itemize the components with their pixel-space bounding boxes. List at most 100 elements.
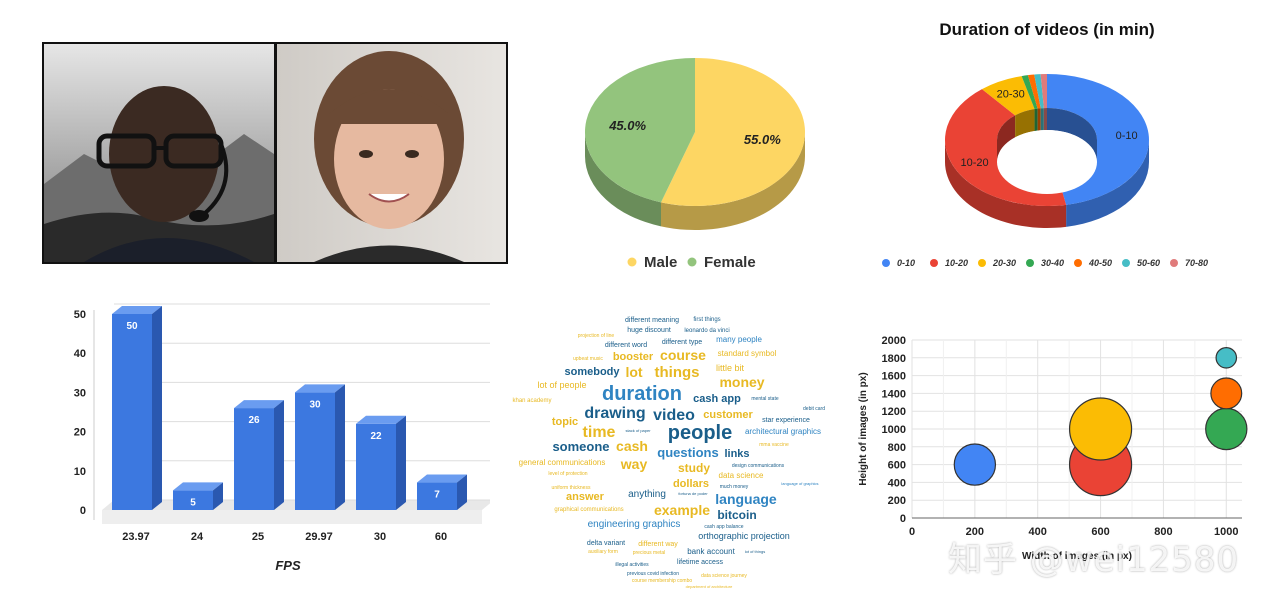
pie-slice-female [584, 58, 695, 203]
bar-top-29.97 [295, 384, 345, 393]
x-tick-label: 24 [191, 531, 204, 543]
word-cloud-word: khan academy [512, 398, 551, 404]
word-cloud-word: different meaning [625, 317, 679, 324]
legend-dot-70-80 [1170, 259, 1178, 267]
word-cloud-word: answer [566, 491, 605, 503]
word-cloud-word: study [678, 461, 710, 475]
gender-pie-chart: 55.0% 45.0% Male Female [560, 40, 830, 280]
donut-inner-10-20 [997, 115, 1016, 162]
legend-label-70-80: 70-80 [1185, 258, 1208, 268]
word-cloud: different meaning first things huge discou… [512, 312, 842, 597]
pie-slice-male [661, 58, 805, 206]
x-tick-label: 1000 [1214, 526, 1238, 538]
legend-dot-30-40 [1026, 259, 1034, 267]
x-tick-label: 200 [966, 526, 984, 538]
y-tick-label: 600 [888, 460, 906, 472]
word-cloud-word: fortuna de poder [678, 491, 708, 496]
bar-60 [417, 482, 457, 510]
y-tick-label: 1800 [882, 353, 906, 365]
word-cloud-word: first things [693, 317, 720, 323]
word-cloud-word: language of graphics [781, 481, 818, 486]
legend-label-20-30: 20-30 [992, 258, 1016, 268]
bubble-point [1068, 397, 1133, 461]
donut-slice-20-30 [981, 76, 1035, 116]
bar-top-30 [356, 415, 406, 424]
x-tick-label: 0 [909, 526, 915, 538]
bar-top-23.97 [112, 306, 162, 314]
word-cloud-word: debit card [803, 406, 825, 412]
legend-label-30-40: 30-40 [1041, 258, 1064, 268]
donut-inner-50-60 [1040, 108, 1044, 131]
word-cloud-word: anything [628, 489, 666, 500]
word-cloud-word: somebody [564, 366, 620, 378]
legend-dot-40-50 [1074, 259, 1082, 267]
watermark-text: 知乎 @wei12580 [948, 540, 1240, 580]
bar-30 [356, 423, 396, 510]
y-tick-label: 40 [74, 348, 86, 360]
legend-label-10-20: 10-20 [945, 258, 968, 268]
word-cloud-word: course [660, 347, 706, 363]
y-tick-label: 10 [74, 466, 86, 478]
y-tick-label: 800 [888, 442, 906, 454]
bar-value-label: 7 [434, 490, 440, 501]
donut-slice-30-40 [1021, 75, 1038, 110]
bar-value-label: 22 [370, 431, 382, 442]
chart-base [102, 510, 482, 524]
y-tick-label: 20 [74, 427, 86, 439]
x-axis-label: Width of images (in px) [1022, 551, 1132, 562]
legend-dot-0-10 [882, 259, 890, 267]
word-cloud-word: course membership combo [632, 578, 693, 584]
bar-value-label: 30 [309, 399, 321, 410]
word-cloud-word: someone [552, 439, 609, 454]
donut-label-0-10: 0-10 [1116, 130, 1138, 142]
legend-label-40-50: 40-50 [1088, 258, 1112, 268]
bar-side-60 [457, 474, 467, 510]
y-tick-label: 30 [74, 387, 86, 399]
donut-inner-70-80 [1043, 108, 1047, 131]
word-cloud-word: video [653, 407, 695, 424]
bar-23.97 [112, 314, 152, 510]
bar-24 [173, 490, 213, 510]
legend-dot-50-60 [1122, 259, 1130, 267]
word-cloud-word: mental state [751, 396, 778, 402]
word-cloud-word: people [668, 422, 732, 444]
word-cloud-word: bitcoin [717, 508, 756, 522]
word-cloud-word: lifetime access [677, 559, 723, 566]
word-cloud-word: lot of people [537, 380, 586, 390]
word-cloud-word: auxiliary form [588, 549, 618, 555]
donut-label-20-30: 20-30 [997, 89, 1025, 101]
donut-slice-70-80 [1040, 74, 1047, 109]
legend-dot-10-20 [930, 259, 938, 267]
chart-title: Duration of videos (in min) [939, 20, 1154, 39]
pie-label-female: 45.0% [608, 118, 646, 133]
word-cloud-word: star experience [762, 417, 810, 424]
word-cloud-word: huge discount [627, 327, 671, 334]
word-cloud-word: orthographic projection [698, 531, 790, 541]
word-cloud-word: little bit [716, 363, 745, 373]
word-cloud-word: cash [616, 438, 648, 454]
y-tick-label: 50 [74, 309, 86, 321]
y-tick-label: 1400 [882, 388, 906, 400]
bar-side-25 [274, 400, 284, 510]
donut-side-0-10 [1066, 140, 1149, 227]
word-cloud-word: different word [605, 342, 647, 349]
bar-value-label: 50 [126, 321, 138, 332]
word-cloud-word: engineering graphics [588, 519, 681, 530]
word-cloud-word: upbeat music [573, 356, 603, 362]
donut-inner-20-30 [1015, 109, 1035, 138]
bar-value-label: 26 [248, 415, 260, 426]
word-cloud-word: questions [657, 445, 718, 460]
legend-label-male: Male [644, 254, 677, 271]
word-cloud-word: bank account [687, 547, 735, 556]
speaker-photos [42, 42, 508, 264]
word-cloud-word: standard symbol [718, 349, 777, 358]
fps-bar-chart: 0 10 20 30 40 50 50 23.97 5 24 26 25 30 29.97 22 30 7 60 F… [33, 300, 494, 590]
legend-label-50-60: 50-60 [1137, 258, 1160, 268]
bubble-point [953, 443, 997, 486]
y-tick-label: 1000 [882, 424, 906, 436]
word-cloud-word: many people [716, 335, 762, 344]
x-tick-label: 25 [252, 531, 264, 543]
bar-side-23.97 [152, 306, 162, 510]
bar-25 [234, 408, 274, 510]
x-tick-label: 400 [1029, 526, 1047, 538]
